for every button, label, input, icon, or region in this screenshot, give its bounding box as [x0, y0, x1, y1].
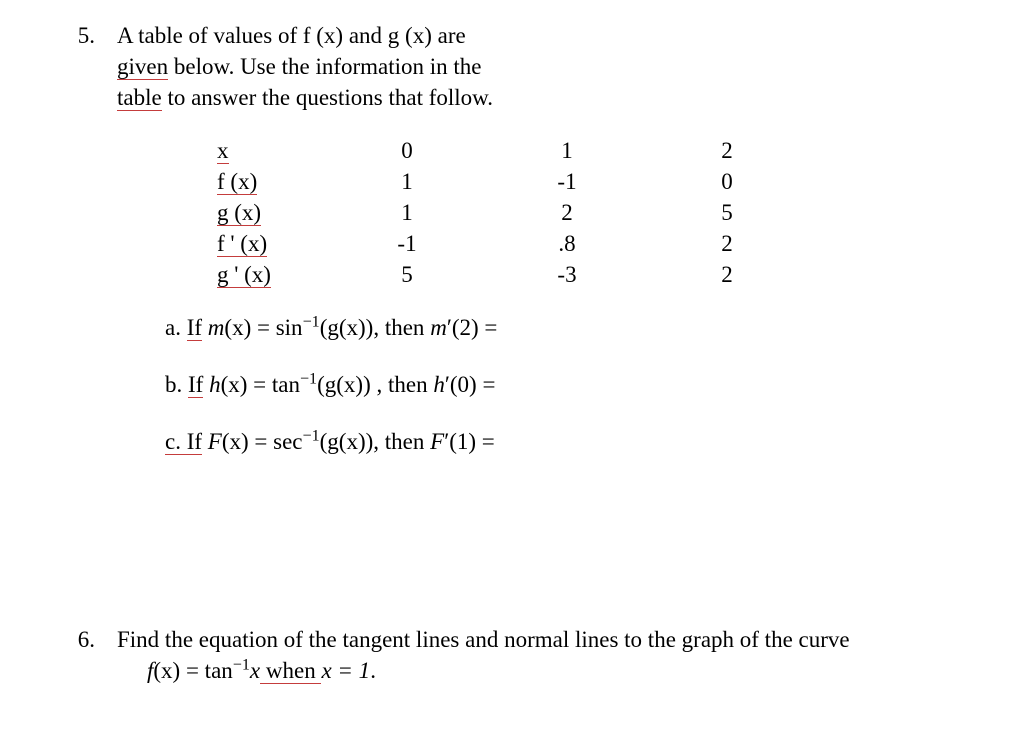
cell: 1 — [327, 197, 487, 228]
problem-5-subparts: a. If m(x) = sin−1(g(x)), then m′(2) = b… — [165, 312, 984, 457]
part-a-prefix: a. — [165, 315, 187, 340]
table-row: x 0 1 2 — [217, 135, 807, 166]
part-a-res-fn: m — [430, 315, 447, 340]
part-a: a. If m(x) = sin−1(g(x)), then m′(2) = — [165, 312, 984, 343]
part-b-if: If — [188, 372, 203, 398]
cell: -1 — [327, 228, 487, 259]
p6-xvar: x — [250, 658, 260, 683]
part-c-gx: (g(x)) — [320, 429, 374, 454]
part-a-then: , then — [373, 315, 430, 340]
part-b-h: h — [203, 372, 220, 397]
values-table: x 0 1 2 f (x) 1 -1 0 g (x) 1 2 — [217, 135, 807, 290]
cell: 0 — [327, 135, 487, 166]
table-row: g ' (x) 5 -3 2 — [217, 259, 807, 290]
part-a-if: If — [187, 315, 202, 341]
row-gpx-label: g ' (x) — [217, 262, 271, 288]
part-b-prefix: b. — [165, 372, 188, 397]
row-fx-label: f (x) — [217, 169, 257, 195]
cell: 2 — [487, 197, 647, 228]
part-a-m: m — [202, 315, 224, 340]
table-row: g (x) 1 2 5 — [217, 197, 807, 228]
intro-line-3-rest: to answer the questions that follow. — [162, 85, 493, 110]
problem-6-number: 6. — [40, 624, 117, 686]
part-b-then: , then — [371, 372, 434, 397]
table-row: f (x) 1 -1 0 — [217, 166, 807, 197]
p6-arg1: (x) = tan — [153, 658, 232, 683]
cell: 0 — [647, 166, 807, 197]
part-b-exp: −1 — [300, 371, 317, 388]
cell: 2 — [647, 228, 807, 259]
part-a-exp: −1 — [303, 314, 320, 331]
p6-when: when — [260, 658, 321, 684]
part-c-res-arg: ′(1) = — [444, 429, 495, 454]
cell: 2 — [647, 259, 807, 290]
intro-line-1: A table of values of f (x) and g (x) are — [117, 20, 984, 51]
part-c: c. If F(x) = sec−1(g(x)), then F′(1) = — [165, 426, 984, 457]
p6-exp: −1 — [233, 656, 250, 673]
part-c-res-fn: F — [430, 429, 444, 454]
part-c-exp: −1 — [303, 428, 320, 445]
intro-line-2: given below. Use the information in the — [117, 51, 984, 82]
intro-given-word: given — [117, 54, 168, 80]
intro-line-3: table to answer the questions that follo… — [117, 82, 984, 113]
part-b-gx: (g(x)) — [317, 372, 371, 397]
problem-6-line-1: Find the equation of the tangent lines a… — [117, 624, 984, 655]
intro-line-2-rest: below. Use the information in the — [168, 54, 481, 79]
row-gx-label: g (x) — [217, 200, 261, 226]
part-c-prefix-if: c. If — [165, 429, 202, 455]
p6-cond: x = 1 — [321, 658, 370, 683]
part-a-res-arg: ′(2) = — [447, 315, 498, 340]
problem-6-body: Find the equation of the tangent lines a… — [117, 624, 984, 686]
part-b: b. If h(x) = tan−1(g(x)) , then h′(0) = — [165, 369, 984, 400]
part-b-arg: (x) = tan — [221, 372, 300, 397]
row-fpx-label: f ' (x) — [217, 231, 267, 257]
problem-5: 5. A table of values of f (x) and g (x) … — [40, 20, 984, 484]
problem-5-intro: A table of values of f (x) and g (x) are… — [117, 20, 984, 113]
part-c-then: , then — [373, 429, 430, 454]
problem-5-number: 5. — [40, 20, 117, 484]
problem-6-line-2: f(x) = tan−1x when x = 1. — [147, 655, 984, 686]
cell: 1 — [327, 166, 487, 197]
cell: 1 — [487, 135, 647, 166]
part-a-gx: (g(x)) — [320, 315, 374, 340]
cell: -3 — [487, 259, 647, 290]
table-row: f ' (x) -1 .8 2 — [217, 228, 807, 259]
part-b-res-fn: h — [433, 372, 445, 397]
cell: 2 — [647, 135, 807, 166]
problem-5-body: A table of values of f (x) and g (x) are… — [117, 20, 984, 484]
intro-table-word: table — [117, 85, 162, 111]
part-c-arg: (x) = sec — [222, 429, 303, 454]
part-a-arg: (x) = sin — [224, 315, 302, 340]
problem-6: 6. Find the equation of the tangent line… — [40, 624, 984, 686]
p6-period: . — [370, 658, 376, 683]
part-b-res-arg: ′(0) = — [445, 372, 496, 397]
row-x-label: x — [217, 138, 229, 164]
cell: -1 — [487, 166, 647, 197]
cell: 5 — [327, 259, 487, 290]
cell: 5 — [647, 197, 807, 228]
cell: .8 — [487, 228, 647, 259]
part-c-F: F — [202, 429, 222, 454]
